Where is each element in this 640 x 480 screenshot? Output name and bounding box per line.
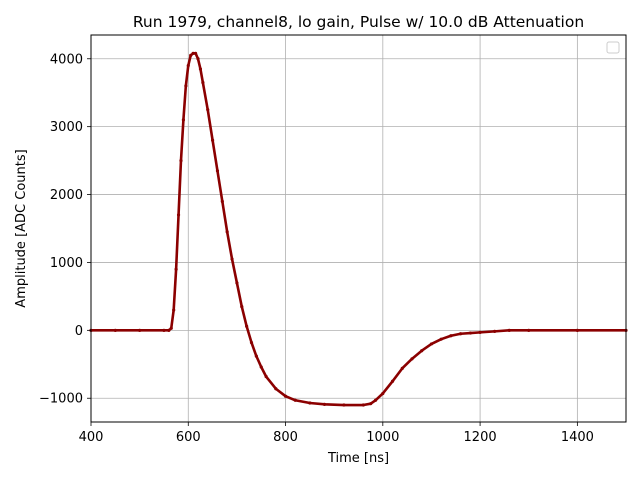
data-point [113, 328, 117, 332]
data-point [162, 328, 166, 332]
y-tick-label: 3000 [50, 120, 83, 135]
data-point [259, 365, 263, 369]
data-point [322, 402, 327, 406]
data-point [210, 138, 215, 142]
x-tick-label: 1400 [561, 430, 594, 445]
data-point [191, 51, 195, 55]
data-point [369, 402, 373, 406]
data-point [459, 332, 463, 336]
data-point [176, 213, 181, 217]
data-point [225, 230, 229, 234]
y-tick-label: 4000 [50, 52, 83, 67]
data-point [468, 331, 472, 335]
data-point [138, 328, 142, 332]
data-point [254, 354, 258, 358]
data-point [186, 63, 190, 68]
axis-ticks: 400 600 800 1000 1200 1400 −1000 0 1000 2000 3000 4… [39, 52, 594, 445]
y-tick-label: 0 [75, 324, 83, 339]
data-point [206, 108, 210, 112]
data-point [196, 57, 200, 61]
data-point [420, 349, 424, 353]
data-point [249, 340, 254, 345]
data-point [342, 403, 346, 407]
data-point [373, 398, 378, 402]
data-point [198, 67, 203, 71]
y-tick-label: 2000 [50, 188, 83, 203]
data-point [400, 366, 404, 370]
data-point [410, 357, 414, 361]
data-point [478, 330, 482, 334]
y-axis-label: Amplitude [ADC Counts] [14, 149, 29, 307]
data-point [245, 324, 249, 328]
data-point [361, 403, 365, 407]
data-point [274, 387, 278, 391]
plot-area-frame [90, 34, 627, 423]
legend-box [606, 41, 620, 54]
x-tick-label: 400 [79, 430, 104, 445]
data-point [264, 374, 268, 379]
y-tick-label: 1000 [50, 256, 83, 271]
x-tick-label: 1200 [464, 430, 497, 445]
data-point [189, 53, 193, 57]
data-point [179, 159, 183, 163]
data-point [174, 267, 178, 271]
data-point [172, 308, 176, 312]
data-point [381, 391, 385, 396]
grid-lines [90, 35, 626, 422]
data-point [181, 118, 186, 122]
data-point [507, 328, 511, 332]
data-point [235, 281, 239, 285]
chart-title: Run 1979, channel8, lo gain, Pulse w/ 10… [133, 13, 584, 31]
data-point [293, 398, 297, 402]
data-point [220, 199, 224, 203]
y-tick-label: −1000 [39, 392, 83, 407]
data-point [439, 337, 443, 341]
data-point [449, 334, 453, 338]
data-point [493, 329, 497, 333]
data-point [283, 394, 288, 398]
data-point [575, 328, 579, 332]
x-tick-label: 1000 [366, 430, 399, 445]
data-point [201, 80, 205, 85]
data-point [240, 304, 244, 309]
data-point [308, 401, 312, 405]
data-series [89, 51, 628, 407]
data-point [429, 342, 434, 346]
data-point [215, 169, 220, 173]
x-tick-label: 600 [176, 430, 201, 445]
data-point [230, 257, 234, 261]
x-tick-label: 800 [273, 430, 298, 445]
data-point [193, 51, 198, 55]
data-point [527, 328, 531, 332]
data-point [184, 84, 188, 88]
data-point [167, 328, 171, 332]
data-point [169, 326, 173, 330]
data-point [390, 379, 395, 383]
x-axis-label: Time [ns] [327, 451, 389, 466]
